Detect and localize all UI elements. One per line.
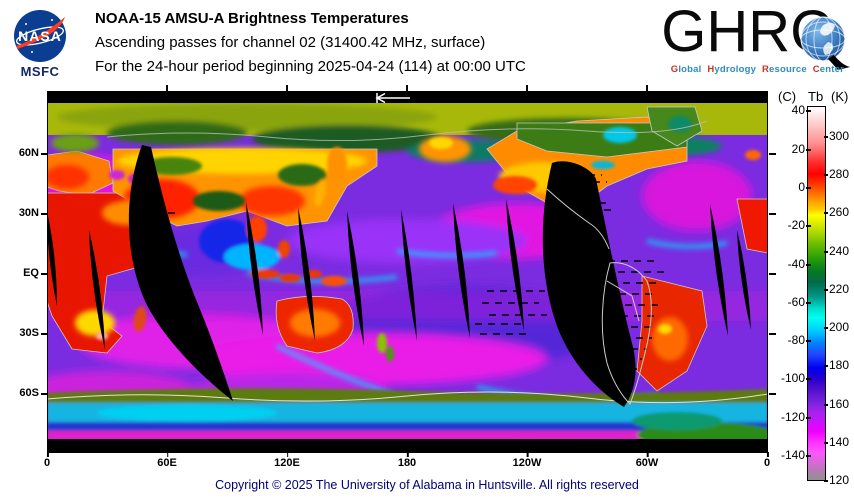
top-tick — [286, 85, 288, 91]
kelvin-tick: 140 — [823, 435, 850, 449]
lon-label-0e: 0 — [763, 452, 771, 469]
kelvin-tick: 120 — [823, 473, 850, 487]
lat-label-30n: 30N — [18, 207, 49, 219]
data-gap-swaths — [47, 145, 751, 407]
svg-text:NASA: NASA — [18, 28, 62, 44]
direction-left-arrow-icon — [375, 92, 410, 104]
lat-label-60s: 60S — [19, 387, 48, 399]
colorbar-quantity-label: Tb — [808, 89, 824, 104]
lat-label-60n: 60N — [18, 147, 49, 159]
kelvin-tick: 200 — [823, 320, 850, 334]
celsius-tick: 40 — [791, 103, 812, 117]
msfc-label: MSFC — [20, 64, 60, 79]
top-tick — [646, 85, 648, 91]
right-tick — [769, 153, 776, 155]
scan-line-gaps — [142, 174, 665, 370]
kelvin-tick: 300 — [823, 129, 850, 143]
globe-icon — [800, 16, 850, 70]
celsius-tick: -20 — [787, 218, 812, 232]
kelvin-tick: 220 — [823, 282, 850, 296]
celsius-tick: -80 — [787, 333, 812, 347]
north-polar-gap — [47, 91, 768, 103]
celsius-tick: -140 — [780, 448, 812, 462]
celsius-tick: 0 — [798, 180, 811, 194]
right-tick — [769, 273, 776, 275]
coastlines-over-swath — [546, 188, 652, 405]
lat-label-30s: 30S — [19, 327, 48, 339]
top-tick — [166, 85, 168, 91]
lon-label-60w: 60W — [635, 452, 659, 469]
top-tick — [406, 85, 408, 91]
title-block: NOAA-15 AMSU-A Brightness Temperatures A… — [95, 7, 526, 79]
kelvin-tick: 240 — [823, 244, 850, 258]
celsius-tick: 20 — [791, 142, 812, 156]
kelvin-tick: 160 — [823, 397, 850, 411]
colorbar-unit-celsius: (C) — [778, 89, 797, 104]
page-title: NOAA-15 AMSU-A Brightness Temperatures — [95, 10, 409, 27]
colorbar-unit-kelvin: (K) — [831, 89, 849, 104]
lon-label-120w: 120W — [512, 452, 542, 469]
kelvin-tick: 280 — [823, 167, 850, 181]
lon-label-60e: 60E — [157, 452, 177, 469]
celsius-tick: -60 — [787, 295, 812, 309]
south-polar-gap — [47, 439, 768, 453]
top-tick — [526, 85, 528, 91]
ghrc-tagline: Global Hydrology Resource Center — [670, 64, 844, 75]
right-tick — [769, 213, 776, 215]
celsius-tick: -40 — [787, 257, 812, 271]
page-subtitle: Ascending passes for channel 02 (31400.4… — [95, 34, 486, 51]
lat-label-eq: EQ — [23, 267, 48, 279]
kelvin-tick: 180 — [823, 358, 850, 372]
copyright-line: Copyright © 2025 The University of Alaba… — [215, 478, 639, 492]
celsius-tick: -120 — [780, 410, 812, 424]
right-tick — [769, 393, 776, 395]
lon-label-120e: 120E — [274, 452, 300, 469]
arctic-coastline — [106, 120, 708, 142]
ghrc-logo: GHRC Global Hydrology Reso — [661, 2, 850, 82]
period-line: For the 24-hour period beginning 2025-04… — [95, 58, 526, 75]
lon-label-180: 180 — [397, 452, 417, 469]
celsius-tick: -100 — [780, 371, 812, 385]
brightness-temperature-map — [47, 91, 768, 453]
right-tick — [769, 333, 776, 335]
colorbar-scale — [807, 106, 826, 481]
kelvin-tick: 260 — [823, 205, 850, 219]
nasa-logo: NASA — [14, 10, 66, 62]
lon-label-0w: 0 — [43, 452, 51, 469]
